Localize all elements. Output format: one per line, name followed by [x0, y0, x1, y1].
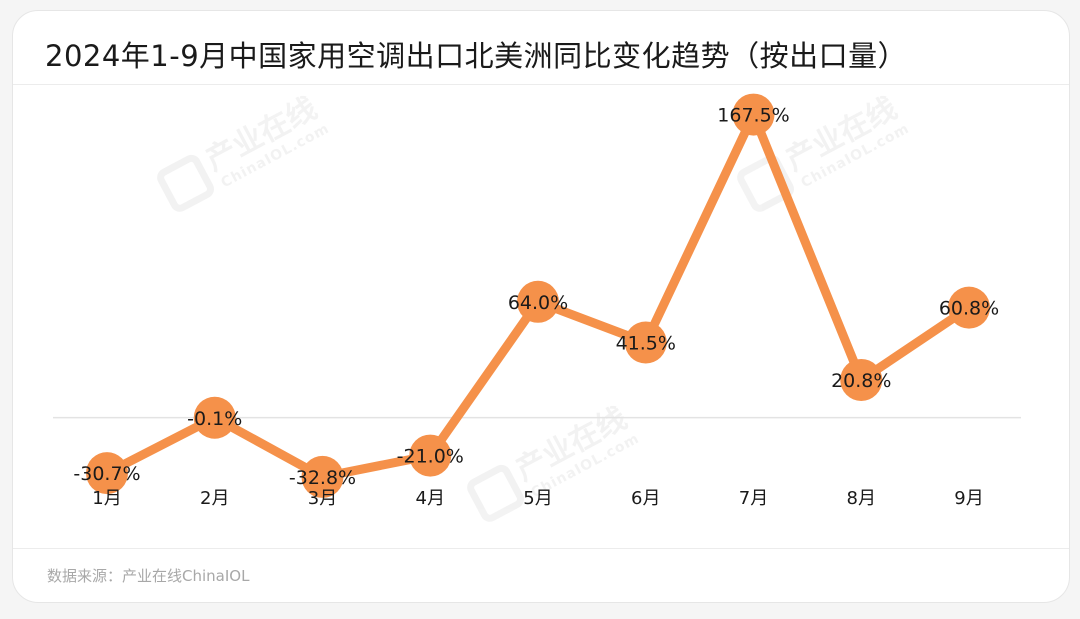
data-point-2 — [193, 396, 236, 439]
data-label-9: 60.8% — [939, 298, 999, 320]
watermark-logo-icon — [467, 464, 525, 522]
data-point-6 — [624, 321, 667, 364]
data-point-3 — [301, 455, 344, 498]
x-tick-5: 5月 — [523, 488, 552, 509]
line-chart: 产业在线ChinaIOL.com产业在线ChinaIOL.com产业在线Chin… — [53, 91, 1021, 522]
watermark-logo-icon — [737, 154, 795, 212]
data-point-1 — [86, 452, 128, 495]
data-point-5 — [517, 280, 559, 323]
title-divider — [13, 84, 1069, 85]
data-point-4 — [409, 434, 452, 477]
watermark-logo-icon — [157, 154, 215, 212]
footer-divider — [13, 548, 1069, 549]
x-tick-7: 7月 — [739, 488, 768, 509]
marker-group — [86, 93, 990, 498]
chart-card: 2024年1-9月中国家用空调出口北美洲同比变化趋势（按出口量） 产业在线 Chi… — [12, 10, 1070, 603]
x-tick-1: 1月 — [92, 488, 121, 509]
x-tick-8: 8月 — [847, 488, 876, 509]
data-point-9 — [948, 286, 990, 329]
data-label-8: 20.8% — [831, 370, 891, 392]
data-point-7 — [732, 93, 775, 136]
x-tick-3: 3月 — [308, 488, 337, 509]
data-label-3: -32.8% — [289, 467, 356, 489]
x-tick-2: 2月 — [200, 488, 229, 509]
watermark-1: 产业在线ChinaIOL.com — [157, 91, 332, 212]
data-label-4: -21.0% — [397, 446, 464, 468]
data-label-group: -30.7% -0.1% -32.8% -21.0% 64.0% 41.5% 167.5% 2… — [73, 105, 999, 489]
watermark-2: 产业在线ChinaIOL.com — [467, 401, 642, 522]
data-source: 数据来源：产业在线ChinaIOL — [47, 567, 250, 585]
data-label-5: 64.0% — [508, 292, 568, 314]
x-tick-6: 6月 — [631, 488, 660, 509]
data-label-2: -0.1% — [187, 408, 242, 430]
data-label-1: -30.7% — [73, 463, 140, 485]
x-axis-ticks: 1月 2月 3月 4月 5月 6月 7月 8月 9月 — [92, 488, 983, 509]
x-tick-4: 4月 — [416, 488, 445, 509]
data-label-6: 41.5% — [616, 333, 676, 355]
data-label-7: 167.5% — [717, 105, 789, 127]
chart-title: 2024年1-9月中国家用空调出口北美洲同比变化趋势（按出口量） — [45, 39, 908, 73]
x-tick-9: 9月 — [954, 488, 983, 509]
data-point-8 — [840, 358, 883, 401]
